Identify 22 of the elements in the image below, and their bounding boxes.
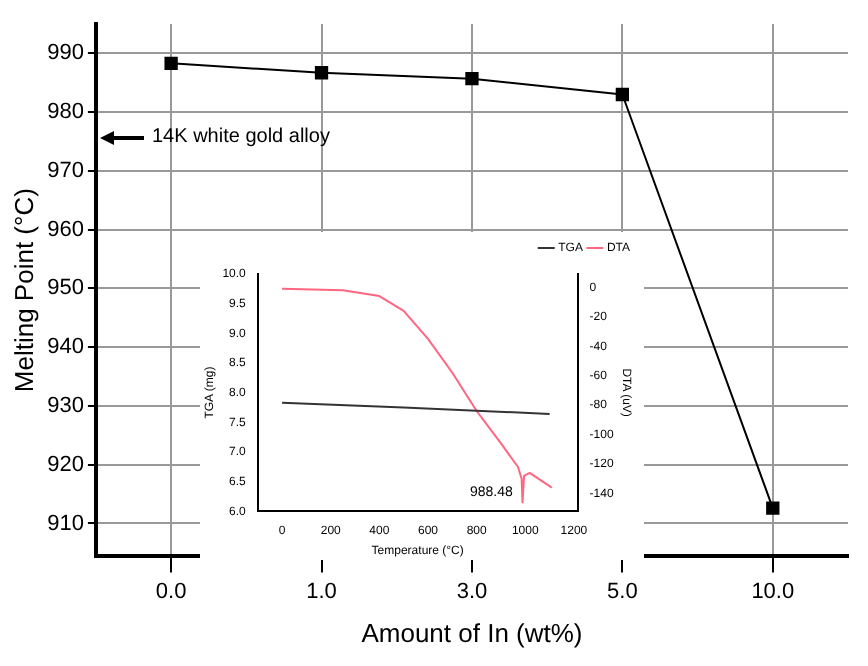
annotation: 14K white gold alloy — [152, 126, 330, 150]
y-axis-title: Melting Point (°C) — [8, 188, 39, 393]
y-tick-label: 950 — [47, 276, 84, 301]
y-tick-label: 930 — [47, 394, 84, 419]
x-tick-label: 1.0 — [306, 579, 337, 604]
x-tick-label: 0.0 — [155, 579, 187, 604]
y-tick-label: 910 — [47, 511, 84, 536]
y-tick-label: 960 — [47, 217, 84, 242]
x-axis-title: Amount of In (wt%) — [361, 617, 583, 648]
point — [615, 87, 630, 102]
y-tick-label: 980 — [47, 100, 84, 125]
x-tick-label: 5.0 — [607, 579, 638, 604]
x-tick-label: 3.0 — [456, 579, 488, 604]
point — [314, 66, 329, 80]
y-tick-label: 970 — [47, 158, 84, 183]
y-tick-label: 920 — [47, 452, 84, 477]
point — [766, 501, 780, 515]
y-tick-label: 990 — [47, 41, 84, 66]
point — [164, 56, 178, 71]
y-tick-label: 940 — [47, 335, 84, 360]
x-tick-label: 10.0 — [751, 579, 795, 604]
point — [465, 71, 479, 86]
